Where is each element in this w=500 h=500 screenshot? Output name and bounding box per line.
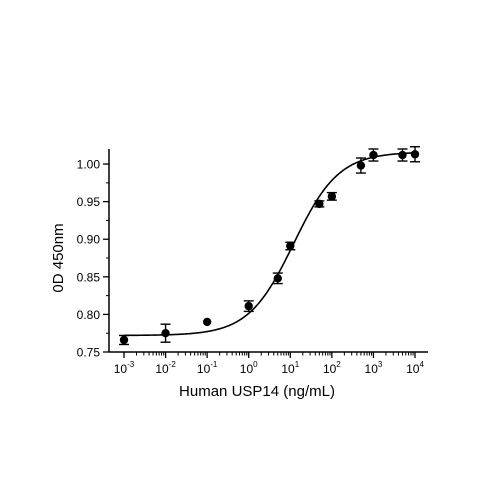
x-tick-exponent: -1: [210, 360, 218, 369]
x-tick-label: 100: [240, 360, 258, 376]
data-point: [369, 150, 378, 160]
data-point: [286, 241, 295, 251]
data-points: [119, 146, 420, 346]
data-point: [273, 274, 282, 283]
y-tick-label: 0.90: [77, 233, 101, 247]
x-tick-exponent: 0: [253, 360, 258, 369]
data-point: [410, 150, 420, 159]
x-axis-ticks: 10-3 10-2 10-1 100 101 102 103 104: [114, 352, 424, 376]
x-tick-label: 10-1: [197, 360, 218, 376]
x-tick-label: 103: [365, 360, 383, 376]
fit-curve: [123, 152, 416, 337]
y-tick-label: 0.95: [77, 195, 101, 209]
y-tick-label: 0.85: [77, 270, 101, 284]
data-point: [356, 161, 366, 170]
y-tick-label: 0.80: [77, 308, 101, 322]
data-point: [161, 329, 170, 338]
x-tick-label: 10-3: [114, 360, 135, 376]
y-axis-ticks: 0.75 0.80 0.85 0.90 0.95 1.00: [77, 158, 109, 360]
x-tick-label: 104: [406, 360, 424, 376]
x-tick-exponent: 4: [419, 360, 424, 369]
data-point: [315, 199, 324, 209]
x-tick-label: 101: [281, 360, 299, 376]
x-tick-exponent: 1: [295, 360, 300, 369]
y-axis-label: 0D 450nm: [50, 223, 67, 292]
axes: [108, 149, 428, 353]
data-point: [327, 192, 337, 201]
x-axis-label: Human USP14 (ng/mL): [179, 383, 335, 400]
x-tick-label: 102: [323, 360, 341, 376]
x-tick-exponent: -3: [127, 360, 135, 369]
data-point: [244, 301, 253, 311]
x-tick-label: 10-2: [155, 360, 176, 376]
data-point: [202, 317, 212, 327]
data-point: [119, 335, 129, 345]
x-tick-exponent: 3: [378, 360, 383, 369]
data-point: [398, 150, 407, 160]
y-tick-label: 1.00: [77, 158, 101, 172]
x-tick-exponent: -2: [169, 360, 177, 369]
y-tick-label: 0.75: [77, 346, 101, 360]
x-tick-exponent: 2: [336, 360, 341, 369]
